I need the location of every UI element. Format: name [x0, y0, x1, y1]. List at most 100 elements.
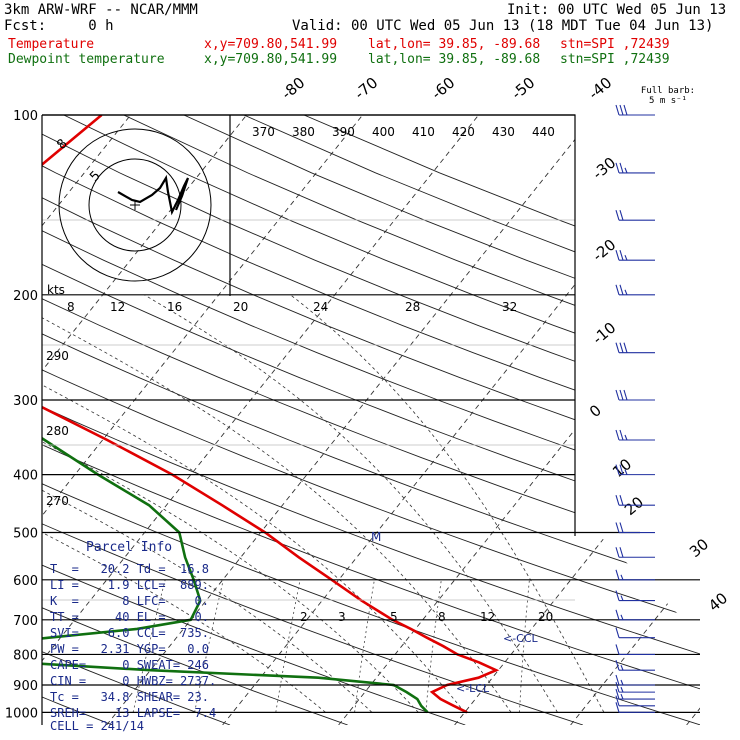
- isotherm-label: -10: [589, 319, 619, 349]
- temperature-latlon: lat,lon= 39.85, -89.68: [368, 37, 541, 52]
- wind-barb: [615, 429, 655, 441]
- dewpoint-line: [42, 115, 429, 714]
- isotherm-line: [0, 115, 15, 725]
- pressure-label: 700: [13, 614, 38, 629]
- wind-barb-flag: [615, 342, 620, 353]
- theta-label: 280: [46, 424, 69, 438]
- parcel-row: SREH= 13 LAPSE= 7.4: [50, 706, 217, 720]
- wind-barb: [615, 609, 655, 621]
- parcel-row: TT = 40 EL = 0.: [50, 610, 209, 624]
- temperature-line: [42, 115, 500, 714]
- wind-barb-flag: [619, 464, 624, 475]
- wind-barb-flag: [615, 660, 620, 671]
- isotherm-label: -60: [428, 74, 458, 104]
- wind-barb-flag: [619, 284, 624, 295]
- wind-barb: [615, 660, 655, 671]
- wind-barb-half-flag: [620, 693, 624, 700]
- dry-adiabat-line: [42, 115, 348, 725]
- valid-time: Valid: 00 UTC Wed 05 Jun 13 (18 MDT Tue …: [292, 18, 714, 34]
- wind-barb: [615, 250, 655, 261]
- pressure-label: 500: [13, 527, 38, 542]
- parcel-row: PW = 2.31 YGP= 0.0: [50, 642, 209, 656]
- dry-adiabat-line: [42, 115, 700, 725]
- hodo-kts-label: kts: [47, 283, 65, 297]
- wind-barb-flag: [615, 590, 620, 601]
- wind-barb-flag: [615, 522, 620, 533]
- wind-barb: [615, 522, 655, 534]
- theta-e-label: 440: [532, 125, 555, 139]
- wind-barb-flag: [623, 342, 628, 353]
- wind-barb: [615, 547, 655, 558]
- hodograph-trace: [117, 174, 190, 216]
- hodo-speed-label: 16: [167, 300, 182, 314]
- wind-barb-half-flag: [624, 434, 628, 441]
- ccl-marker: <-CCL: [503, 632, 539, 645]
- mixing-ratio-label: 3: [338, 610, 346, 624]
- wind-barb-flag: [619, 495, 624, 506]
- melting-level-marker: M: [371, 530, 381, 544]
- wind-barb-flag: [623, 389, 628, 401]
- isotherm-line: [338, 115, 700, 725]
- wind-barb-flag: [615, 104, 620, 116]
- wind-barb-half-flag: [620, 679, 624, 686]
- wind-barb: [615, 389, 655, 401]
- wind-barb: [615, 342, 655, 354]
- init-time: Init: 00 UTC Wed 05 Jun 13: [507, 2, 727, 18]
- frame-top-right: [42, 114, 576, 536]
- parcel-info-panel: Parcel Info T = 20.2 Td = 16.8 LI = 1.9 …: [48, 536, 230, 733]
- temperature-station: stn=SPI ,72439: [560, 37, 670, 52]
- wind-barb-half-flag: [620, 664, 624, 671]
- wind-barb-flag: [615, 389, 620, 401]
- wind-barb-flag: [619, 342, 624, 353]
- wind-barb: [615, 464, 655, 476]
- isotherm-label: 20: [621, 493, 647, 519]
- theta-e-label: 410: [412, 125, 435, 139]
- pressure-label: 1000: [5, 706, 38, 721]
- dry-adiabat-line: [42, 115, 700, 725]
- temperature-legend-label: Temperature: [8, 37, 95, 52]
- dry-adiabat-line: [42, 115, 700, 725]
- theta-e-label: 430: [492, 125, 515, 139]
- wind-barb-half-flag: [620, 686, 624, 693]
- isotherm-label: 40: [705, 589, 731, 615]
- parcel-row: SVI= 6.0 CCL= 735.: [50, 626, 209, 640]
- wind-barb-flag: [615, 284, 620, 295]
- wind-barb-flag: [615, 162, 620, 174]
- parcel-row: Tc = 34.8 SHEAR= 23.: [50, 690, 209, 704]
- wind-barb-flag: [615, 695, 620, 706]
- dry-adiabat-line: [42, 115, 700, 725]
- wind-barb-flag: [619, 162, 624, 174]
- wind-barb-flag: [619, 389, 624, 401]
- isotherm-label: 30: [686, 535, 712, 561]
- hodo-ring-label: 8: [54, 136, 70, 152]
- wind-barb-half-flag: [624, 289, 628, 296]
- isotherm-label: -20: [589, 236, 619, 266]
- hodo-ring-inner: [88, 158, 182, 252]
- model-title: 3km ARW-WRF -- NCAR/MMM: [4, 2, 198, 18]
- wind-barb: [615, 695, 655, 707]
- parcel-row: K = 8 LFC= 0.: [50, 594, 209, 608]
- hodo-speed-label: 32: [502, 300, 517, 314]
- wind-barb-flag: [615, 495, 620, 506]
- hodo-ring-outer: [58, 128, 212, 282]
- pressure-label: 600: [13, 574, 38, 589]
- hodo-speed-label: 20: [233, 300, 248, 314]
- dry-adiabat-line: [42, 115, 700, 725]
- isotherm-line: [570, 115, 700, 725]
- wind-barb-flag: [615, 627, 620, 638]
- dry-adiabat-line: [42, 115, 231, 725]
- wind-barb-half-flag: [620, 595, 624, 601]
- mixing-ratio-label: 12: [480, 610, 495, 624]
- isotherm-line: [42, 115, 247, 725]
- forecast-hour: Fcst: 0 h: [4, 18, 114, 34]
- wind-barb-flag: [615, 547, 620, 558]
- dry-adiabat-line: [42, 115, 700, 725]
- theta-label: 290: [46, 349, 69, 363]
- wind-barb-flag: [615, 681, 620, 693]
- wind-barb-flag: [615, 464, 620, 475]
- parcel-info-title: Parcel Info: [86, 540, 173, 555]
- theta-label: 270: [46, 494, 69, 508]
- hodo-ring-label: 5: [87, 168, 103, 184]
- temperature-xy: x,y=709.80,541.99: [204, 37, 338, 52]
